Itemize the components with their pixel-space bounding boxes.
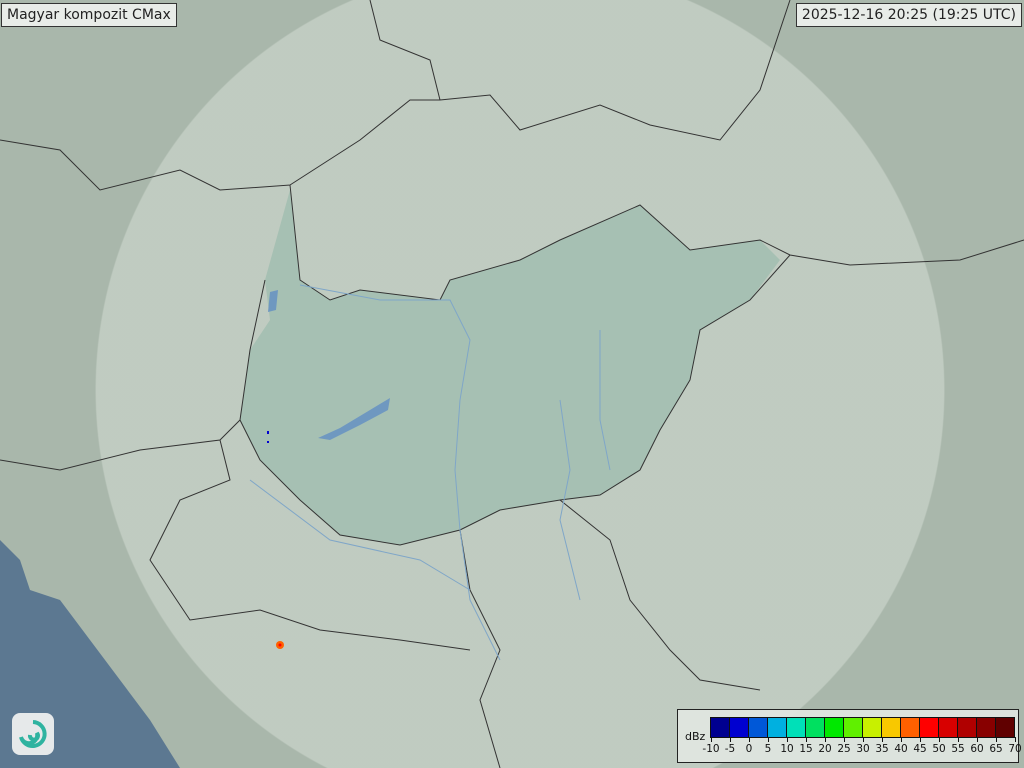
legend-unit: dBz <box>685 730 706 743</box>
timestamp-label: 2025-12-16 20:25 (19:25 UTC) <box>795 3 1022 27</box>
legend-tick <box>1015 737 1016 742</box>
legend-tick-label: 65 <box>989 743 1003 755</box>
legend-tick-label: 45 <box>913 743 927 755</box>
legend-tick-label: 60 <box>970 743 984 755</box>
legend-tick-label: 70 <box>1008 743 1022 755</box>
legend-tick-label: 50 <box>932 743 946 755</box>
legend-tick-label: 10 <box>780 743 794 755</box>
lake-balaton <box>318 398 390 440</box>
legend-color-swatch <box>749 718 768 737</box>
legend-tick <box>844 737 845 742</box>
legend-color-swatch <box>882 718 901 737</box>
legend-tick-label: 30 <box>856 743 870 755</box>
legend-tick <box>749 737 750 742</box>
legend-tick-label: 0 <box>745 743 753 755</box>
rivers <box>249 284 611 661</box>
legend-color-swatch <box>939 718 958 737</box>
legend-tick <box>711 737 712 742</box>
legend-tick <box>863 737 864 742</box>
legend-tick-label: 5 <box>764 743 772 755</box>
legend-tick-label: 40 <box>894 743 908 755</box>
legend-tick-label: 55 <box>951 743 965 755</box>
legend-tick-label: -5 <box>724 743 736 755</box>
legend-color-swatch <box>863 718 882 737</box>
legend-tick <box>901 737 902 742</box>
legend-color-swatch <box>806 718 825 737</box>
legend-color-swatch <box>768 718 787 737</box>
legend-tick <box>730 737 731 742</box>
hungary-area <box>240 190 780 545</box>
swirl-logo-icon <box>12 713 54 755</box>
legend-color-swatch <box>977 718 996 737</box>
legend-tick <box>958 737 959 742</box>
legend-color-swatch <box>787 718 806 737</box>
legend-tick <box>825 737 826 742</box>
legend-color-swatch <box>711 718 730 737</box>
radar-echo-blue <box>267 431 269 434</box>
dbz-legend: dBz -10 -5 0 5 10 15 20 25 30 35 40 45 50 55 60 65 70 <box>677 709 1022 763</box>
legend-color-swatch <box>825 718 844 737</box>
product-title: Magyar kompozit CMax <box>1 3 177 27</box>
legend-tick <box>920 737 921 742</box>
legend-tick <box>977 737 978 742</box>
legend-color-bar <box>710 717 1015 738</box>
legend-tick <box>996 737 997 742</box>
radar-echo-blue <box>267 441 269 443</box>
legend-tick-label: 35 <box>875 743 889 755</box>
legend-color-swatch <box>996 718 1014 737</box>
lake-neusiedl <box>268 290 278 312</box>
legend-color-swatch <box>920 718 939 737</box>
legend-tick <box>768 737 769 742</box>
legend-tick-label: 15 <box>799 743 813 755</box>
legend-tick <box>806 737 807 742</box>
legend-tick <box>787 737 788 742</box>
legend-color-swatch <box>844 718 863 737</box>
legend-color-swatch <box>958 718 977 737</box>
legend-tick-label: 20 <box>818 743 832 755</box>
legend-tick <box>882 737 883 742</box>
legend-tick-label: -10 <box>702 743 720 755</box>
legend-color-swatch <box>730 718 749 737</box>
legend-color-swatch <box>901 718 920 737</box>
radar-echo-red <box>278 643 282 647</box>
legend-tick <box>939 737 940 742</box>
legend-tick-label: 25 <box>837 743 851 755</box>
